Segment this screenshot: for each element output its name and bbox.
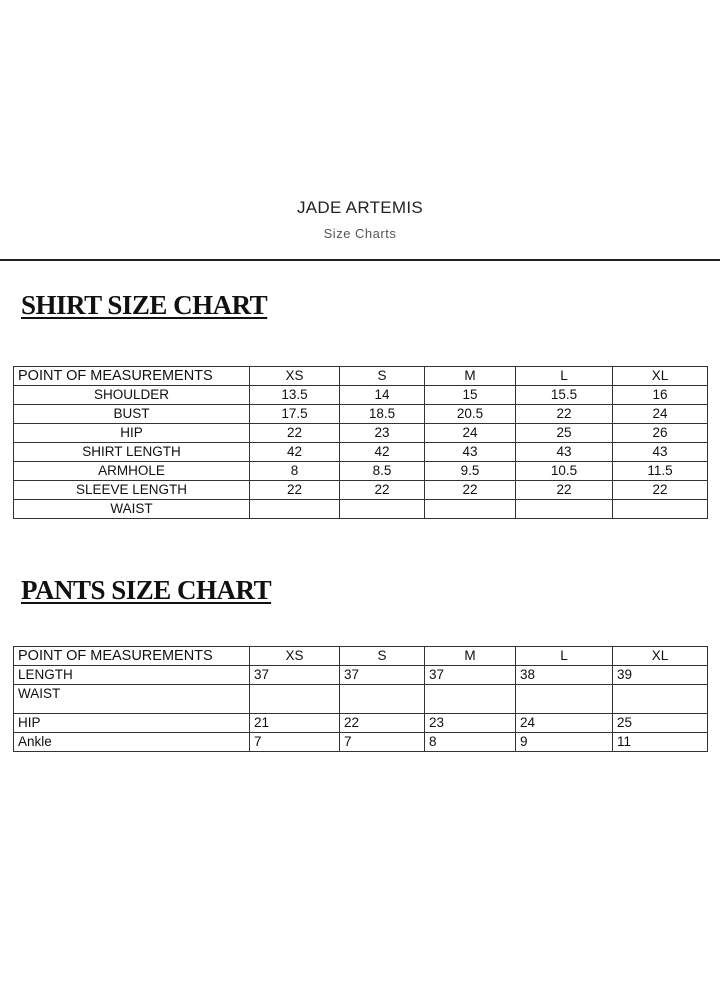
size-value: 39	[612, 665, 708, 685]
size-value: 10.5	[515, 461, 613, 481]
size-value: 16	[612, 385, 708, 405]
measurement-label: WAIST	[13, 684, 250, 714]
measurement-label: LENGTH	[13, 665, 250, 685]
column-header-measurement: POINT OF MEASUREMENTS	[13, 646, 250, 666]
size-value: 25	[612, 713, 708, 733]
table-row: SLEEVE LENGTH 22 22 22 22 22	[13, 480, 708, 500]
divider	[0, 259, 720, 261]
column-header-size: M	[424, 366, 516, 386]
size-value: 8.5	[339, 461, 425, 481]
size-value: 20.5	[424, 404, 516, 424]
size-value: 24	[424, 423, 516, 443]
size-value	[424, 499, 516, 519]
size-value: 13.5	[249, 385, 340, 405]
size-value: 37	[249, 665, 340, 685]
size-value: 7	[339, 732, 425, 752]
size-value: 37	[424, 665, 516, 685]
size-value: 43	[612, 442, 708, 462]
size-value: 26	[612, 423, 708, 443]
size-value: 24	[515, 713, 613, 733]
column-header-size: XL	[612, 646, 708, 666]
size-value	[339, 499, 425, 519]
table-row: HIP 21 22 23 24 25	[13, 713, 708, 733]
size-value: 22	[424, 480, 516, 500]
measurement-label: HIP	[13, 713, 250, 733]
table-row: SHOULDER 13.5 14 15 15.5 16	[13, 385, 708, 405]
measurement-label: ARMHOLE	[13, 461, 250, 481]
size-value: 22	[612, 480, 708, 500]
size-value: 42	[249, 442, 340, 462]
size-value: 38	[515, 665, 613, 685]
table-row: WAIST	[13, 499, 708, 519]
size-value: 42	[339, 442, 425, 462]
column-header-size: XS	[249, 366, 340, 386]
table-row: BUST 17.5 18.5 20.5 22 24	[13, 404, 708, 424]
size-value	[515, 499, 613, 519]
column-header-size: L	[515, 646, 613, 666]
size-value: 37	[339, 665, 425, 685]
measurement-label: HIP	[13, 423, 250, 443]
size-value: 9.5	[424, 461, 516, 481]
size-value: 22	[339, 713, 425, 733]
size-value: 18.5	[339, 404, 425, 424]
measurement-label: BUST	[13, 404, 250, 424]
size-value: 7	[249, 732, 340, 752]
measurement-label: SLEEVE LENGTH	[13, 480, 250, 500]
column-header-size: S	[339, 366, 425, 386]
size-value: 43	[515, 442, 613, 462]
brand-name: JADE ARTEMIS	[296, 198, 424, 217]
table-row: ARMHOLE 8 8.5 9.5 10.5 11.5	[13, 461, 708, 481]
size-value: 22	[249, 423, 340, 443]
measurement-label: Ankle	[13, 732, 250, 752]
measurement-label: WAIST	[13, 499, 250, 519]
size-value: 23	[339, 423, 425, 443]
size-value: 15	[424, 385, 516, 405]
size-value: 8	[249, 461, 340, 481]
column-header-size: L	[515, 366, 613, 386]
table-header-row: POINT OF MEASUREMENTS XS S M L XL	[13, 646, 708, 666]
size-value: 17.5	[249, 404, 340, 424]
measurement-label: SHOULDER	[13, 385, 250, 405]
page-subtitle: Size Charts	[323, 226, 397, 241]
table-row: SHIRT LENGTH 42 42 43 43 43	[13, 442, 708, 462]
size-value: 14	[339, 385, 425, 405]
size-value: 11.5	[612, 461, 708, 481]
size-value: 11	[612, 732, 708, 752]
table-row: LENGTH 37 37 37 38 39	[13, 665, 708, 685]
table-row: WAIST	[13, 684, 708, 714]
size-value	[249, 499, 340, 519]
size-value: 23	[424, 713, 516, 733]
size-value: 22	[515, 404, 613, 424]
shirt-size-table: POINT OF MEASUREMENTS XS S M L XL SHOULDER 13.5…	[13, 366, 708, 519]
table-row: Ankle 7 7 8 9 11	[13, 732, 708, 752]
column-header-size: XS	[249, 646, 340, 666]
size-value	[424, 684, 516, 714]
size-value	[339, 684, 425, 714]
size-value: 9	[515, 732, 613, 752]
size-value	[249, 684, 340, 714]
size-value: 8	[424, 732, 516, 752]
column-header-size: S	[339, 646, 425, 666]
size-value: 24	[612, 404, 708, 424]
table-header-row: POINT OF MEASUREMENTS XS S M L XL	[13, 366, 708, 386]
column-header-size: XL	[612, 366, 708, 386]
column-header-measurement: POINT OF MEASUREMENTS	[13, 366, 250, 386]
pants-size-table: POINT OF MEASUREMENTS XS S M L XL LENGTH 37 37 37…	[13, 646, 708, 752]
measurement-label: SHIRT LENGTH	[13, 442, 250, 462]
size-value	[612, 684, 708, 714]
shirt-chart-title: SHIRT SIZE CHART	[21, 290, 268, 320]
size-value: 21	[249, 713, 340, 733]
size-value: 22	[515, 480, 613, 500]
size-value: 22	[339, 480, 425, 500]
size-value	[612, 499, 708, 519]
size-value: 25	[515, 423, 613, 443]
size-value: 15.5	[515, 385, 613, 405]
pants-chart-title: PANTS SIZE CHART	[21, 575, 272, 605]
column-header-size: M	[424, 646, 516, 666]
size-value: 43	[424, 442, 516, 462]
size-value: 22	[249, 480, 340, 500]
size-value	[515, 684, 613, 714]
table-row: HIP 22 23 24 25 26	[13, 423, 708, 443]
